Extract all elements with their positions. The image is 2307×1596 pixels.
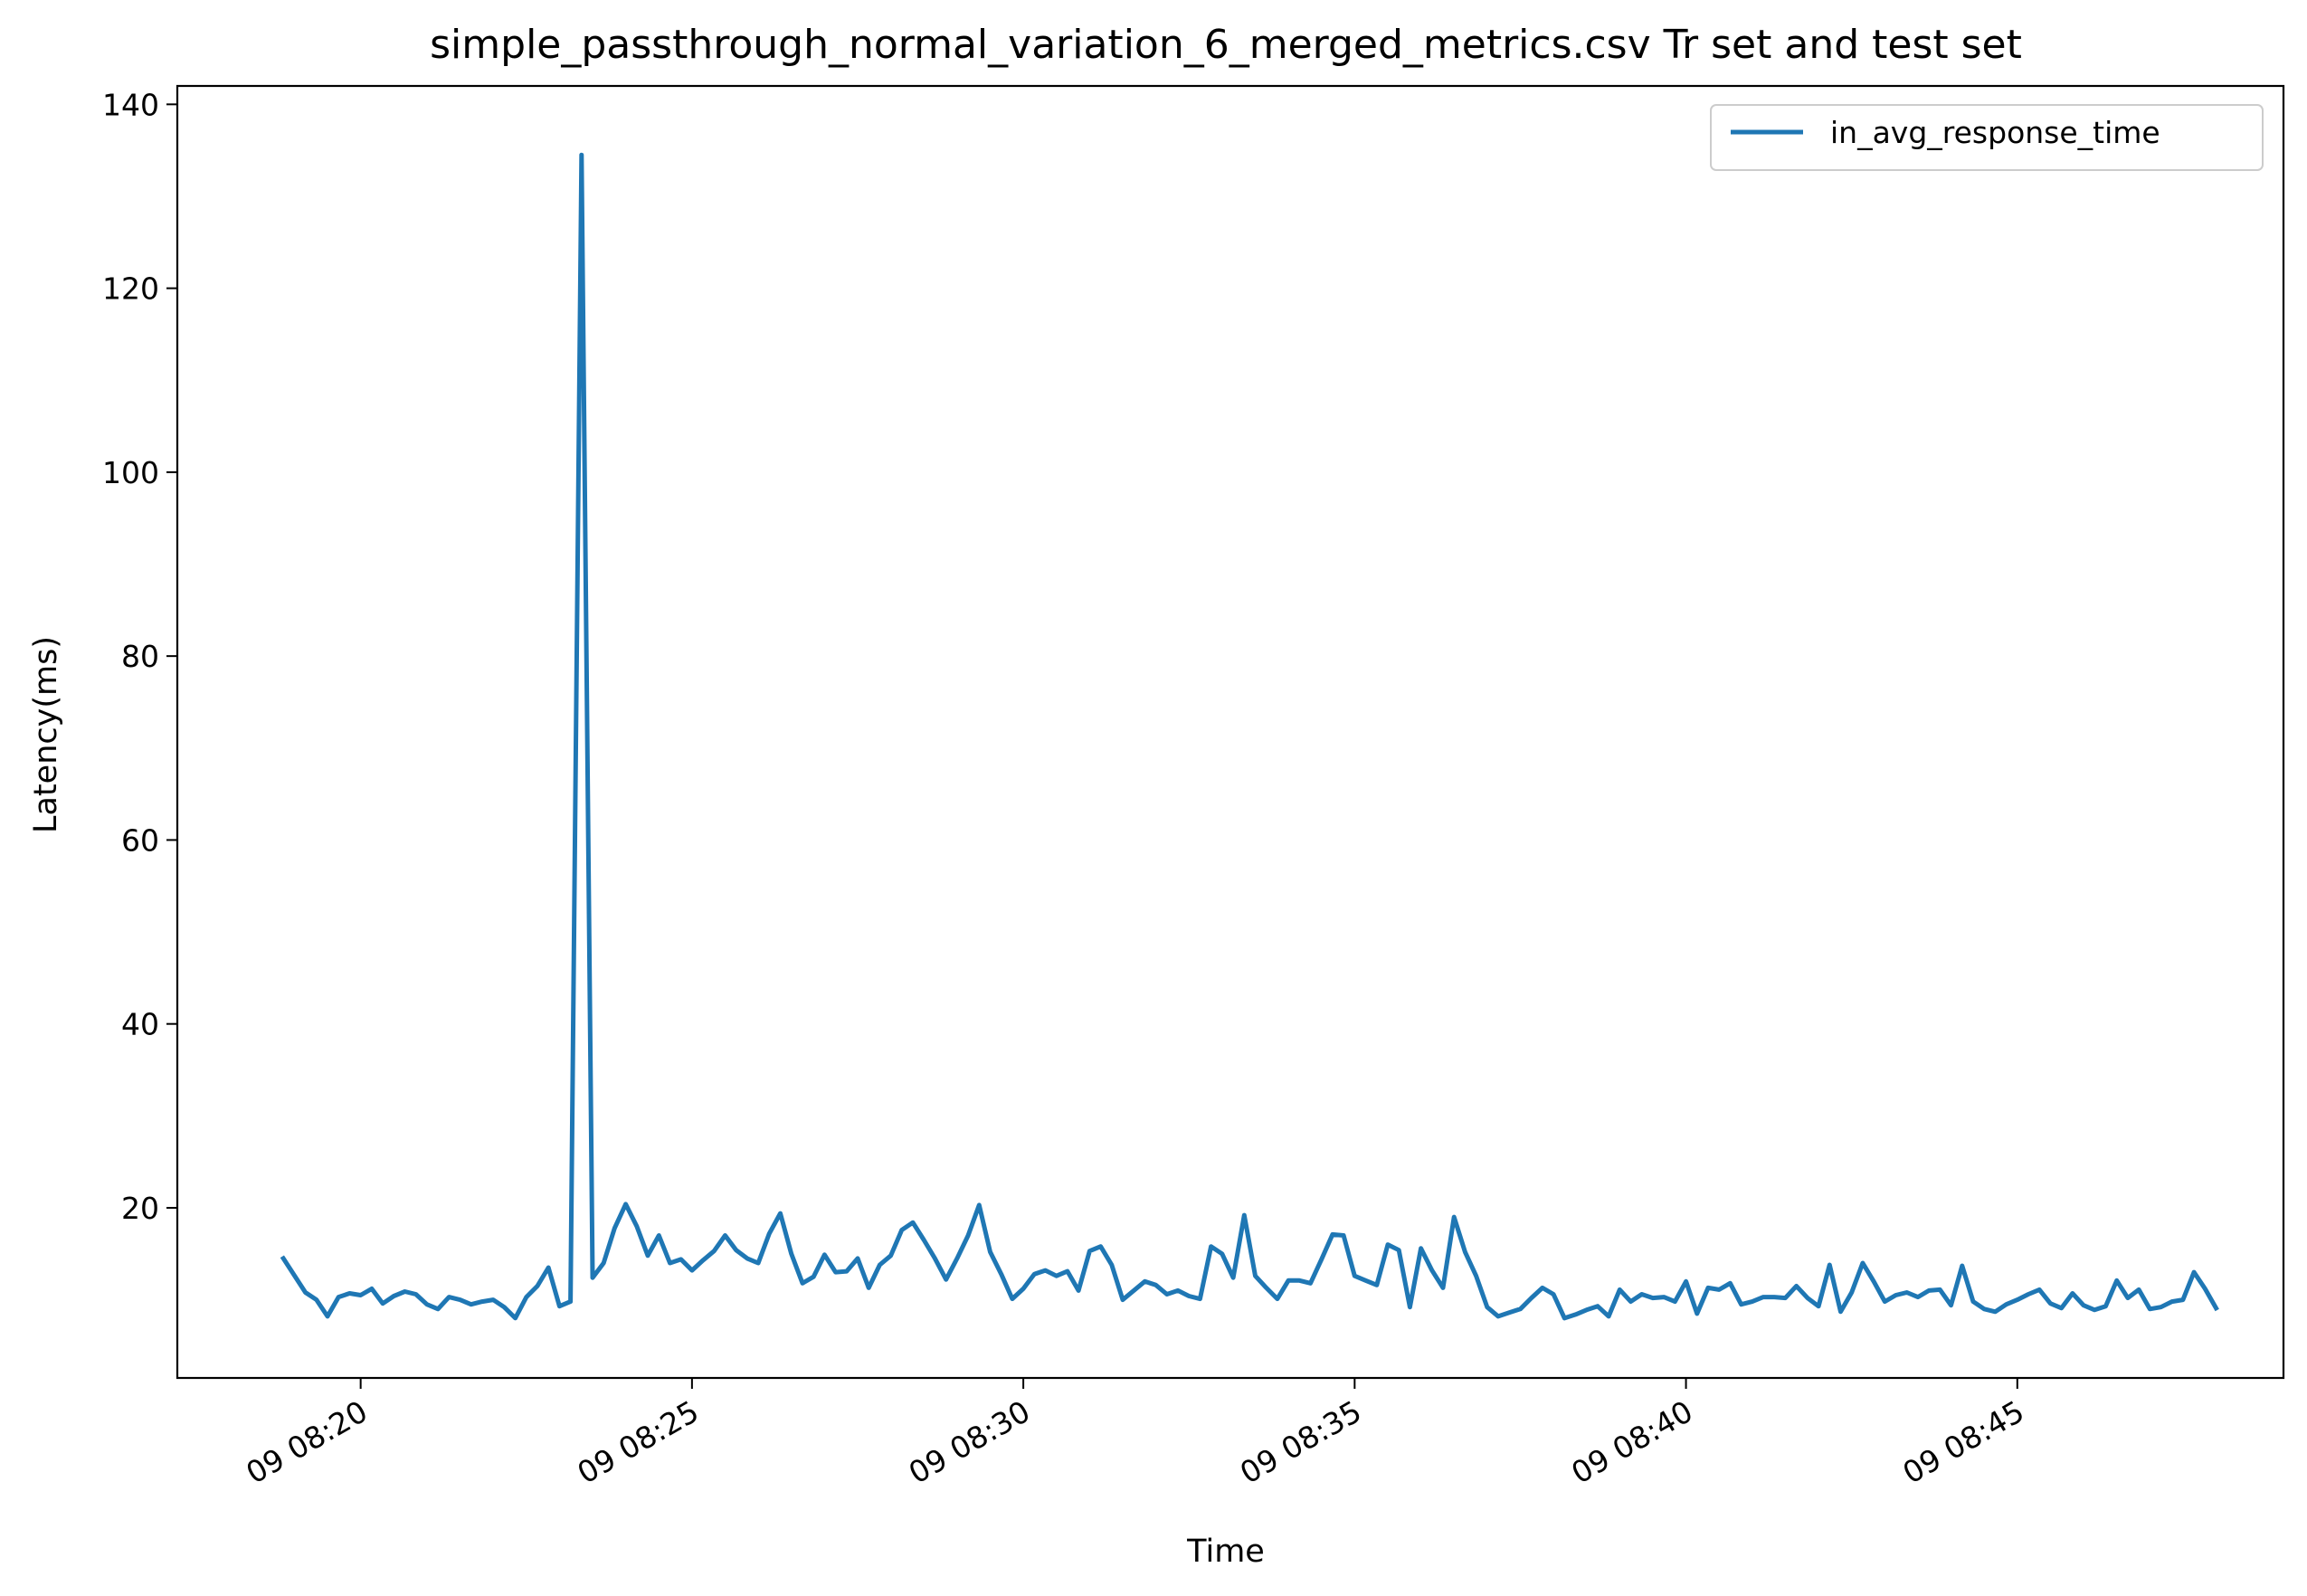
series-line: [280, 152, 2219, 1321]
x-tick-label: 09 08:25: [572, 1393, 705, 1491]
x-tick-label: 09 08:35: [1234, 1393, 1367, 1491]
plot-series: [280, 152, 2219, 1321]
x-axis-ticks: 09 08:20 09 08:25 09 08:30 09 08:35 09 08:40…: [240, 1378, 2030, 1491]
legend: in_avg_response_time: [1710, 104, 2264, 171]
y-tick-label: 20: [121, 1191, 159, 1226]
y-tick-label: 120: [102, 271, 159, 307]
y-axis-ticks: 20 40 60 80 100 120 140: [102, 87, 177, 1226]
x-axis-label: Time: [1186, 1534, 1265, 1570]
y-tick-label: 80: [121, 639, 159, 674]
y-axis-label: Latency(ms): [28, 636, 64, 833]
legend-box: [1710, 104, 2264, 171]
plot-frame: [176, 84, 2285, 1380]
y-tick-label: 140: [102, 87, 159, 122]
x-tick-label: 09 08:40: [1565, 1393, 1698, 1491]
chart-title: simple_passthrough_normal_variation_6_me…: [430, 22, 2022, 68]
x-tick-label: 09 08:20: [240, 1393, 373, 1491]
legend-label: in_avg_response_time: [1830, 115, 2160, 150]
y-tick-label: 40: [121, 1007, 159, 1042]
x-tick-label: 09 08:45: [1896, 1393, 2029, 1491]
y-tick-label: 60: [121, 822, 159, 858]
x-tick-label: 09 08:30: [903, 1393, 1036, 1491]
y-tick-label: 100: [102, 455, 159, 490]
